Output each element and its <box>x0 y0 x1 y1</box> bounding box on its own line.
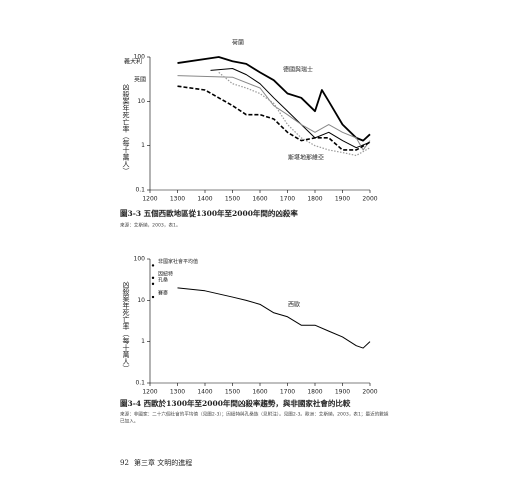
x-tick-label: 1200 <box>142 389 157 396</box>
y-tick-label: 0.1 <box>135 187 145 194</box>
y-axis-label: 凶殺案年死亡率（每十萬人） <box>122 281 130 372</box>
y-tick-label: 10 <box>137 98 145 105</box>
y-tick-label: 100 <box>134 256 146 263</box>
x-tick-label: 1700 <box>280 389 295 396</box>
x-tick-label: 1600 <box>252 389 267 396</box>
y-axis-label: 凶殺案年死亡率（每十萬人） <box>122 84 130 175</box>
x-tick-label: 1400 <box>197 196 212 203</box>
series-line <box>177 56 371 142</box>
series-label: 斯堪地那維亞 <box>288 154 324 162</box>
x-tick-label: 2000 <box>362 389 377 396</box>
series-line <box>177 75 371 151</box>
society-point <box>151 276 155 280</box>
society-label: 孔桑 <box>158 276 168 283</box>
x-tick-label: 1300 <box>170 196 185 203</box>
society-point <box>151 282 155 286</box>
society-label: 因紐特 <box>158 270 173 277</box>
series-line <box>210 68 371 149</box>
figure-source: 來源：艾斯納，2003，表1。 <box>120 222 181 229</box>
society-label: 賽麥 <box>158 290 168 297</box>
y-tick-label: 0.1 <box>135 380 145 387</box>
series-label: 義大利 <box>124 58 142 66</box>
x-tick-label: 1600 <box>252 196 267 203</box>
series-line <box>177 287 371 349</box>
page-number: 92 <box>120 459 129 467</box>
y-tick-label: 10 <box>137 297 145 304</box>
figure-caption: 圖3-3 五個西歐地區從1300年至2000年間的凶殺率 <box>120 208 298 218</box>
chapter-title: 第三章 文明的進程 <box>134 458 192 467</box>
x-tick-label: 2000 <box>362 196 377 203</box>
series-line <box>177 85 371 151</box>
x-tick-label: 1900 <box>335 389 350 396</box>
x-tick-label: 1500 <box>225 389 240 396</box>
series-label: 英國 <box>134 76 146 84</box>
x-tick-label: 1300 <box>170 389 185 396</box>
x-tick-label: 1400 <box>197 389 212 396</box>
y-tick-label: 1 <box>141 338 145 345</box>
x-tick-label: 1700 <box>280 196 295 203</box>
y-tick-label: 1 <box>141 142 145 149</box>
y-tick-label: 100 <box>134 54 146 61</box>
society-point <box>151 295 155 299</box>
series-label: 荷蘭 <box>232 39 244 47</box>
series-label: 德國與瑞士 <box>283 66 313 74</box>
x-tick-label: 1500 <box>225 196 240 203</box>
figure-source: 來源：非國家：二十六個社會的平均值（見圖2-3）；因紐特與孔桑族（見附注）。見圖… <box>120 411 389 418</box>
x-tick-label: 1900 <box>335 196 350 203</box>
x-tick-label: 1800 <box>307 196 322 203</box>
x-tick-label: 1800 <box>307 389 322 396</box>
series-label: 西歐 <box>288 301 300 309</box>
society-point <box>151 264 155 267</box>
figure-caption: 圖3-4 西歐於1300年至2000年間凶殺率趨勢，與非國家社會的比較 <box>120 398 351 408</box>
figure-source: 已加入。 <box>120 418 138 425</box>
x-tick-label: 1200 <box>142 196 157 203</box>
society-label: 非國家社會平均值 <box>158 258 198 265</box>
